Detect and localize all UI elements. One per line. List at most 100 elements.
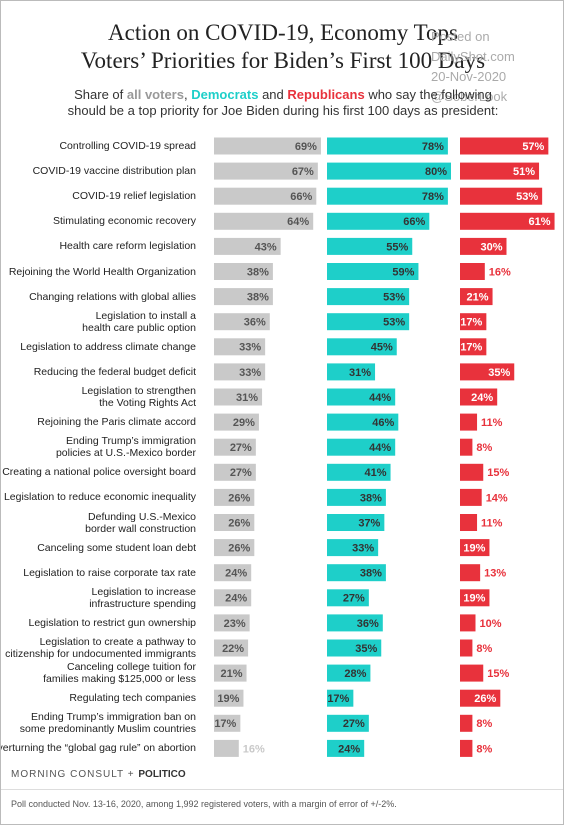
bar — [214, 313, 270, 331]
bar — [214, 739, 239, 757]
bar — [214, 438, 256, 456]
value-label: 8% — [476, 442, 492, 454]
category-label: Legislation to reduce economic inequalit… — [3, 491, 196, 504]
value-label: 17% — [460, 317, 482, 329]
bar — [214, 187, 317, 205]
value-label: 66% — [403, 216, 425, 228]
value-label: 27% — [230, 442, 252, 454]
bar — [214, 463, 256, 481]
value-label: 28% — [344, 668, 366, 680]
bar — [214, 639, 249, 657]
value-label: 19% — [217, 693, 239, 705]
value-label: 78% — [422, 141, 444, 153]
bar — [214, 589, 252, 607]
value-label: 57% — [522, 141, 544, 153]
bar — [327, 212, 430, 230]
subtitle-text: and — [262, 87, 284, 102]
bar — [327, 614, 383, 632]
value-label: 30% — [480, 241, 502, 253]
bar — [214, 388, 263, 406]
value-label: 24% — [225, 568, 247, 580]
bar — [214, 664, 247, 682]
note: Poll conducted Nov. 13-16, 2020, among 1… — [11, 799, 397, 809]
bar — [460, 137, 549, 155]
value-label: 38% — [360, 492, 382, 504]
value-label: 36% — [357, 618, 379, 630]
subtitle: Share of all voters, Democrats and Repub… — [1, 87, 563, 119]
bar — [460, 664, 484, 682]
bar — [214, 514, 255, 531]
category-label: Legislation to create a pathway to citiz… — [5, 636, 196, 660]
legend-entry: all voters — [126, 87, 184, 102]
value-label: 19% — [463, 593, 485, 605]
value-label: 41% — [365, 467, 387, 479]
bar — [327, 514, 385, 531]
value-label: 15% — [487, 467, 509, 479]
bar — [327, 388, 396, 406]
bar — [460, 263, 485, 280]
bar — [460, 338, 487, 356]
bar — [327, 589, 369, 607]
category-label: Stimulating economic recovery — [53, 215, 196, 228]
subtitle-text: Share of — [74, 87, 124, 102]
subtitle-text: , — [183, 87, 188, 102]
bar — [460, 212, 555, 230]
category-label: Rejoining the Paris climate accord — [37, 416, 196, 429]
bar — [327, 413, 399, 431]
value-label: 24% — [338, 743, 360, 755]
bar — [460, 614, 476, 632]
value-label: 21% — [221, 668, 243, 680]
value-label: 43% — [255, 241, 277, 253]
bar — [327, 664, 371, 682]
value-label: 8% — [476, 643, 492, 655]
category-label: Canceling college tuition for families m… — [43, 661, 196, 686]
category-label: Legislation to restrict gun ownership — [28, 616, 196, 629]
bar — [460, 739, 473, 757]
bar — [327, 187, 448, 205]
bar — [327, 263, 419, 280]
value-label: 44% — [369, 392, 391, 404]
bar — [460, 413, 478, 431]
value-label: 14% — [486, 492, 508, 504]
value-label: 31% — [349, 367, 371, 379]
category-label: Legislation to strengthen the Voting Rig… — [81, 385, 196, 409]
bar — [214, 539, 255, 557]
value-label: 8% — [476, 743, 492, 755]
category-label: COVID-19 vaccine distribution plan — [32, 165, 196, 178]
value-label: 11% — [481, 517, 503, 529]
category-label: Rejoining the World Health Organization — [8, 265, 196, 278]
watermark-line: 20-Nov-2020 — [431, 69, 507, 84]
value-label: 27% — [343, 593, 365, 605]
value-label: 38% — [247, 292, 269, 304]
value-label: 59% — [392, 266, 414, 278]
bar — [214, 363, 266, 381]
bar — [214, 564, 252, 582]
value-label: 31% — [236, 392, 258, 404]
bar — [460, 689, 501, 707]
bar — [214, 338, 266, 356]
bar — [460, 589, 490, 607]
value-label: 26% — [228, 517, 250, 529]
bar — [214, 413, 259, 431]
bar — [460, 187, 543, 205]
value-label: 16% — [489, 266, 511, 278]
category-label: Defunding U.S.-Mexico border wall constr… — [85, 510, 196, 535]
watermark-line: DailyShot.com — [431, 49, 515, 64]
bar — [327, 564, 386, 582]
value-label: 23% — [224, 618, 246, 630]
bar — [460, 463, 484, 481]
category-label: COVID-19 relief legislation — [72, 190, 196, 203]
bar — [460, 514, 478, 531]
bar — [327, 338, 397, 356]
bar — [327, 237, 413, 255]
legend-entry: Democrats — [191, 87, 259, 102]
watermark: Posted on DailyShot.com 20-Nov-2020 @Sob… — [431, 27, 561, 107]
footer: MORNING CONSULT + POLITICO — [11, 769, 186, 780]
watermark-line: Posted on — [431, 29, 490, 44]
category-label: Overturning the “global gag rule” on abo… — [0, 742, 196, 755]
category-label: Canceling some student loan debt — [37, 541, 196, 554]
value-label: 46% — [372, 417, 394, 429]
value-label: 13% — [484, 568, 506, 580]
value-label: 21% — [467, 292, 489, 304]
value-label: 26% — [474, 693, 496, 705]
